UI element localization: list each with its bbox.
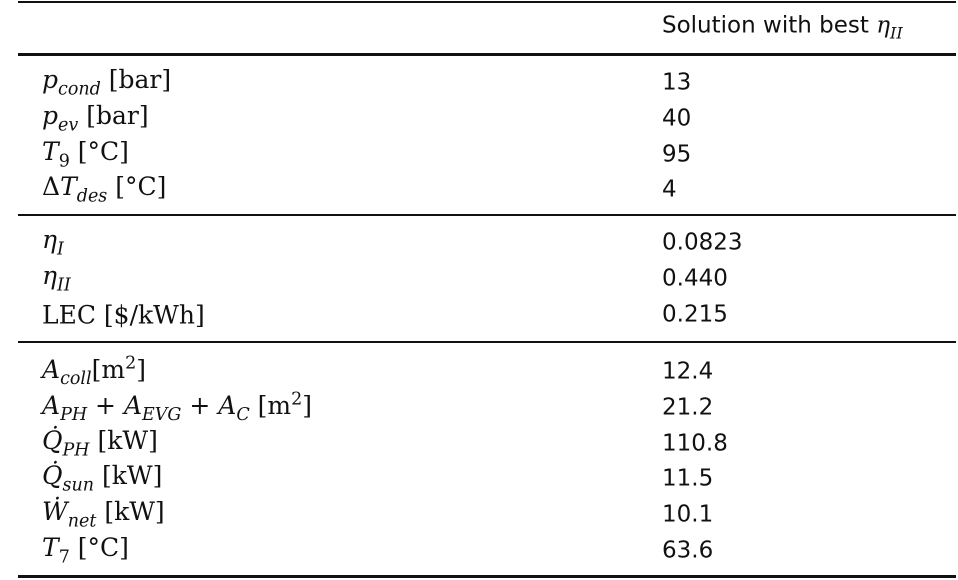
text-segment: [kW] <box>94 461 163 491</box>
row-label: Acoll[m2] <box>42 355 146 388</box>
text-segment: A <box>218 390 237 420</box>
section-rule <box>18 214 956 216</box>
section-rule <box>18 341 956 343</box>
row-label: Q̇sun [kW] <box>42 464 162 496</box>
row-value: 10.1 <box>662 501 714 528</box>
row-value: 40 <box>662 105 692 132</box>
text-segment: η <box>42 260 57 290</box>
text-segment: ] <box>302 390 313 420</box>
row-value: 4 <box>662 176 677 203</box>
text-segment: p <box>42 100 59 130</box>
text-segment: Q̇ <box>42 461 63 491</box>
text-segment: η <box>876 12 890 39</box>
text-segment: ] <box>136 355 146 384</box>
text-segment: A <box>42 355 61 384</box>
row-label: T9 [°C] <box>42 139 129 171</box>
row-value: 11.5 <box>662 465 714 492</box>
row-label: pcond [bar] <box>42 67 171 99</box>
text-segment: II <box>56 275 71 296</box>
row-label: Q̇PH [kW] <box>42 428 158 460</box>
row-value: 12.4 <box>662 358 714 385</box>
text-segment: A <box>42 390 61 420</box>
text-segment: 7 <box>58 547 70 568</box>
text-segment: cond <box>58 79 101 100</box>
text-segment: I <box>56 239 64 260</box>
row-label: ηI <box>42 227 64 259</box>
row-label: pev [bar] <box>42 103 149 135</box>
text-segment: [bar] <box>100 65 172 95</box>
column-header: Solution with best ηII <box>662 12 903 43</box>
text-segment: 2 <box>291 389 303 410</box>
text-segment: 2 <box>125 353 137 374</box>
text-segment: des <box>76 186 108 207</box>
text-segment: Q̇ <box>42 425 63 455</box>
text-segment: 9 <box>58 150 70 171</box>
text-segment: [kW] <box>96 497 165 527</box>
text-segment: T <box>42 533 59 563</box>
bottom-rule <box>18 575 956 578</box>
row-value: 110.8 <box>662 430 728 457</box>
row-value: 0.440 <box>662 265 728 292</box>
text-segment: LEC [$/kWh] <box>42 300 205 330</box>
text-segment: [°C] <box>69 533 129 563</box>
text-segment: Ẇ <box>42 497 68 527</box>
text-segment: T <box>60 172 77 202</box>
row-label: APH + AEVG + AC [m2] <box>42 389 313 425</box>
row-label: Ẇnet [kW] <box>42 499 165 531</box>
text-segment: + <box>181 390 219 420</box>
text-segment: [kW] <box>89 425 158 455</box>
row-value: 0.0823 <box>662 229 743 256</box>
row-label: T7 [°C] <box>42 535 129 567</box>
row-value: 63.6 <box>662 537 714 564</box>
text-segment: Solution with best <box>662 12 877 39</box>
header-rule <box>18 53 956 56</box>
text-segment: Δ <box>42 172 61 202</box>
text-segment: [m <box>249 390 292 420</box>
text-segment: ev <box>58 115 79 136</box>
row-label: ηII <box>42 263 71 295</box>
row-value: 21.2 <box>662 394 714 421</box>
text-segment: C <box>236 404 250 425</box>
row-value: 95 <box>662 141 692 168</box>
top-rule <box>18 1 956 3</box>
text-segment: II <box>889 23 903 43</box>
text-segment: [°C] <box>107 172 167 202</box>
row-value: 13 <box>662 69 692 96</box>
text-segment: A <box>123 390 143 420</box>
text-segment: η <box>42 225 57 255</box>
row-value: 0.215 <box>662 301 728 328</box>
text-segment: p <box>42 65 59 95</box>
text-segment: [bar] <box>78 100 149 130</box>
text-segment: EVG <box>142 404 182 425</box>
text-segment: PH <box>62 439 90 460</box>
text-segment: [m <box>91 355 126 384</box>
row-label: LEC [$/kWh] <box>42 302 205 327</box>
text-segment: PH <box>60 404 88 425</box>
text-segment: + <box>87 390 124 420</box>
text-segment: [°C] <box>69 136 129 166</box>
row-label: ΔTdes [°C] <box>42 175 166 207</box>
text-segment: T <box>42 136 59 166</box>
text-segment: coll <box>60 369 92 390</box>
text-segment: sun <box>62 475 95 496</box>
text-segment: net <box>67 511 97 532</box>
